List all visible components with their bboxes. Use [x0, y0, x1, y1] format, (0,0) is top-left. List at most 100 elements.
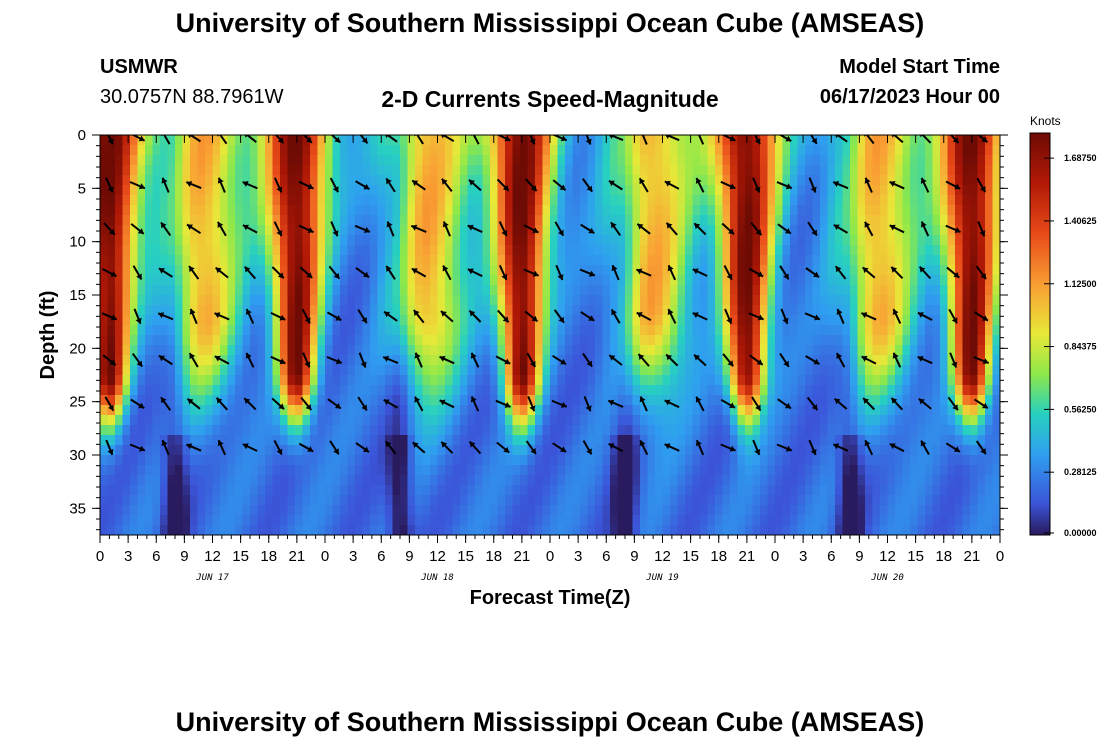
heatmap-cell [497, 405, 506, 416]
heatmap-cell [925, 415, 934, 426]
heatmap-cell [250, 275, 259, 286]
heatmap-cell [730, 355, 739, 366]
current-arrow [160, 221, 172, 236]
heatmap-cell [880, 455, 889, 466]
heatmap-cell [325, 505, 334, 516]
heatmap-cell [520, 345, 529, 356]
heatmap-cell [887, 205, 896, 216]
heatmap-cell [160, 455, 169, 466]
heatmap-cell [190, 275, 199, 286]
heatmap-cell [115, 355, 124, 366]
heatmap-cell [977, 435, 986, 446]
heatmap-cell [970, 485, 979, 496]
heatmap-cell [587, 255, 596, 266]
heatmap-cell [100, 155, 109, 166]
heatmap-cell [857, 335, 866, 346]
heatmap-cell [970, 325, 979, 336]
heatmap-cell [707, 195, 716, 206]
heatmap-cell [497, 375, 506, 386]
heatmap-cell [205, 505, 214, 516]
heatmap-cell [685, 305, 694, 316]
heatmap-cell [662, 295, 671, 306]
heatmap-cell [377, 375, 386, 386]
heatmap-cell [445, 315, 454, 326]
heatmap-cell [542, 205, 551, 216]
heatmap-cell [842, 175, 851, 186]
heatmap-cell [932, 455, 941, 466]
heatmap-cell [917, 225, 926, 236]
heatmap-cell [557, 425, 566, 436]
heatmap-cell [677, 335, 686, 346]
heatmap-cell [137, 275, 146, 286]
heatmap-cell [707, 275, 716, 286]
heatmap-cell [407, 175, 416, 186]
heatmap-cell [377, 525, 386, 535]
heatmap-cell [587, 375, 596, 386]
heatmap-cell [880, 525, 889, 535]
heatmap-cell [407, 455, 416, 466]
heatmap-cell [850, 525, 859, 535]
heatmap-cell [805, 215, 814, 226]
heatmap-cell [317, 385, 326, 396]
heatmap-cell [640, 285, 649, 296]
heatmap-cell [355, 475, 364, 486]
heatmap-cell [692, 425, 701, 436]
heatmap-cell [242, 465, 251, 476]
current-arrow [358, 352, 367, 368]
heatmap-cell [392, 325, 401, 336]
heatmap-cell [430, 235, 439, 246]
heatmap-cell [880, 415, 889, 426]
heatmap-cell [557, 455, 566, 466]
heatmap-cell [685, 145, 694, 156]
heatmap-cell [692, 485, 701, 496]
heatmap-cell [287, 315, 296, 326]
heatmap-cell [377, 315, 386, 326]
heatmap-cell [790, 395, 799, 406]
heatmap-cell [985, 445, 994, 456]
heatmap-cell [557, 385, 566, 396]
heatmap-cell [535, 505, 544, 516]
heatmap-cell [310, 495, 319, 506]
heatmap-cell [220, 465, 229, 476]
heatmap-cell [647, 255, 656, 266]
heatmap-cell [107, 495, 116, 506]
heatmap-cell [227, 395, 236, 406]
heatmap-cell [827, 465, 836, 476]
heatmap-cell [782, 375, 791, 386]
heatmap-cell [865, 475, 874, 486]
heatmap-cell [317, 455, 326, 466]
heatmap-cell [460, 305, 469, 316]
heatmap-cell [437, 275, 446, 286]
heatmap-cell [302, 465, 311, 476]
heatmap-cell [167, 465, 176, 476]
heatmap-cell [467, 285, 476, 296]
heatmap-cell [572, 265, 581, 276]
heatmap-cell [730, 395, 739, 406]
heatmap-cell [610, 525, 619, 535]
heatmap-cell [737, 215, 746, 226]
heatmap-cell [467, 215, 476, 226]
heatmap-cell [572, 205, 581, 216]
heatmap-cell [595, 195, 604, 206]
heatmap-cell [700, 445, 709, 456]
heatmap-cell [565, 225, 574, 236]
heatmap-cell [625, 285, 634, 296]
heatmap-cell [505, 295, 514, 306]
heatmap-cell [370, 215, 379, 226]
heatmap-cell [827, 255, 836, 266]
heatmap-cell [670, 385, 679, 396]
heatmap-cell [535, 225, 544, 236]
heatmap-cell [542, 375, 551, 386]
heatmap-cell [265, 345, 274, 356]
heatmap-cell [145, 295, 154, 306]
heatmap-cell [610, 165, 619, 176]
heatmap-cell [130, 315, 139, 326]
heatmap-cell [212, 365, 221, 376]
heatmap-cell [520, 145, 529, 156]
heatmap-cell [587, 305, 596, 316]
heatmap-cell [220, 505, 229, 516]
heatmap-cell [647, 275, 656, 286]
heatmap-cell [430, 265, 439, 276]
heatmap-cell [182, 175, 191, 186]
heatmap-cell [505, 505, 514, 516]
